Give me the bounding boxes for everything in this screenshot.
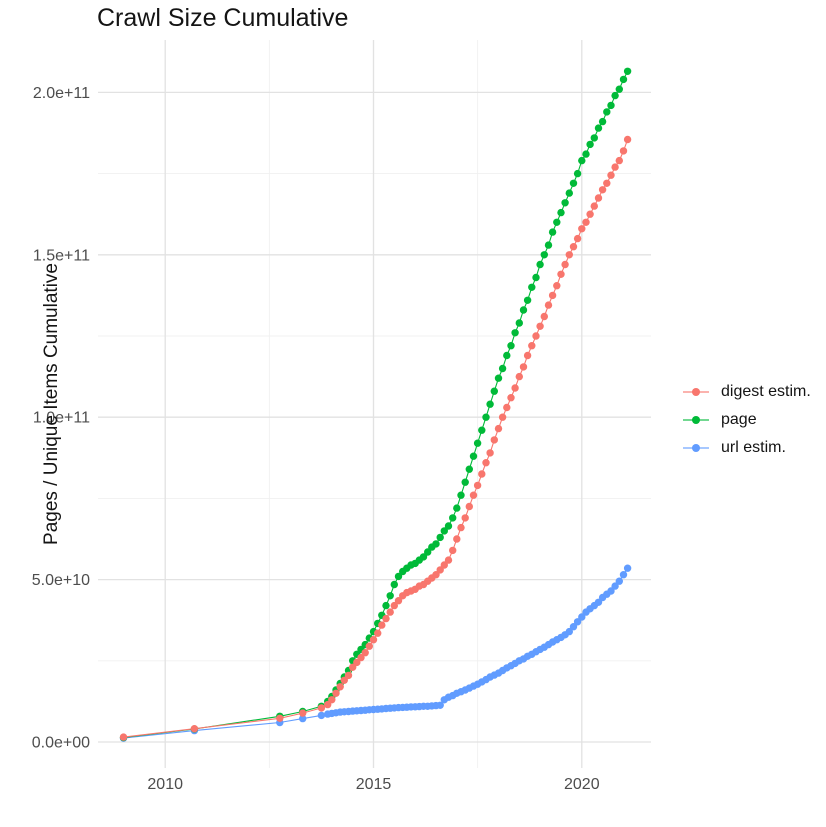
legend-key-page — [683, 416, 709, 424]
grid-minor — [98, 40, 651, 768]
x-tick-labels: 2010 2015 2020 — [147, 776, 599, 793]
legend-item-url-estim: url estim. — [681, 434, 811, 462]
legend-key-url-estim — [683, 444, 709, 452]
y-tick-label: 0.0e+00 — [32, 735, 90, 752]
legend-item-digest-estim: digest estim. — [681, 378, 811, 406]
legend-label: digest estim. — [721, 383, 811, 400]
series-digest-estim — [119, 135, 632, 741]
y-tick-label: 1.5e+11 — [33, 247, 90, 264]
grid-major — [98, 40, 651, 768]
series-page — [119, 67, 632, 742]
y-axis-title: Pages / Unique Items Cumulative — [41, 263, 62, 545]
x-tick-label: 2015 — [356, 776, 392, 793]
series-url-estim — [119, 564, 632, 742]
legend: digest estim. page url estim. — [681, 378, 811, 462]
legend-label: url estim. — [721, 439, 786, 456]
chart-title: Crawl Size Cumulative — [97, 4, 349, 32]
legend-item-page: page — [681, 406, 811, 434]
x-tick-label: 2020 — [564, 776, 600, 793]
y-tick-label: 1.0e+11 — [33, 410, 90, 427]
y-tick-labels: 0.0e+00 5.0e+10 1.0e+11 1.5e+11 2.0e+11 — [32, 85, 90, 752]
y-tick-label: 5.0e+10 — [32, 572, 90, 589]
y-tick-label: 2.0e+11 — [33, 85, 90, 102]
x-tick-label: 2010 — [147, 776, 183, 793]
legend-label: page — [721, 411, 757, 428]
legend-key-digest-estim — [683, 388, 709, 396]
